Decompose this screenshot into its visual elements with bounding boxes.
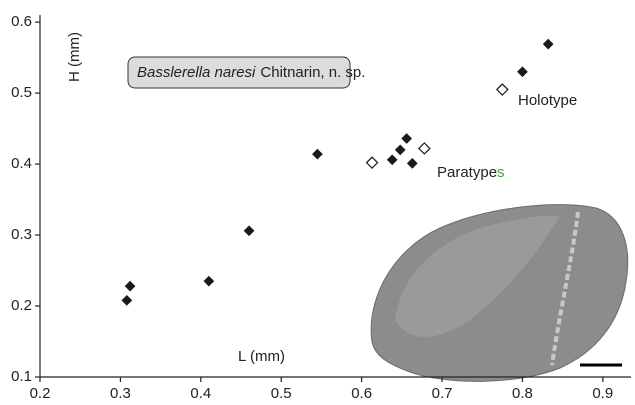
point [312,148,323,160]
x-tick-label: 0.4 [190,385,211,402]
point [406,158,418,169]
x-tick-label: 0.8 [512,385,533,402]
point [124,280,136,292]
holotype-label: Holotype [518,92,577,109]
point [401,133,413,144]
y-tick-label: 0.4 [11,155,32,172]
point [418,142,431,155]
paratypes-main: Paratype [437,164,497,181]
species-italic: Basslerella naresi [137,64,256,81]
x-tick-label: 0.2 [30,385,51,402]
x-axis-label: L (mm) [238,348,285,365]
x-tick-label: 0.3 [110,385,131,402]
species-label: Basslerella naresi Chitnarin, n. sp. [137,64,365,81]
point [542,38,554,50]
point [394,144,406,156]
species-rest: Chitnarin, n. sp. [260,64,365,81]
y-tick-label: 0.5 [11,84,32,101]
y-tick-label: 0.1 [11,368,32,385]
x-tick-label: 0.7 [432,385,453,402]
point [365,156,379,169]
y-tick-label: 0.6 [11,13,32,30]
y-tick-label: 0.2 [11,297,32,314]
x-tick-label: 0.9 [592,385,613,402]
species-box: Basslerella naresi Chitnarin, n. sp. [127,56,365,89]
point [517,66,528,78]
point [386,154,398,166]
y-tick-label: 0.3 [11,226,32,243]
x-tick-label: 0.5 [271,385,292,402]
point [121,294,133,306]
point [495,83,509,96]
paratypes-suffix: s [497,164,505,181]
specimen-photo [370,204,629,382]
point [203,275,215,287]
y-axis-label: H (mm) [66,32,83,82]
x-tick-label: 0.6 [351,385,372,402]
point [243,225,255,237]
paratypes-label: Paratypes [437,164,505,181]
